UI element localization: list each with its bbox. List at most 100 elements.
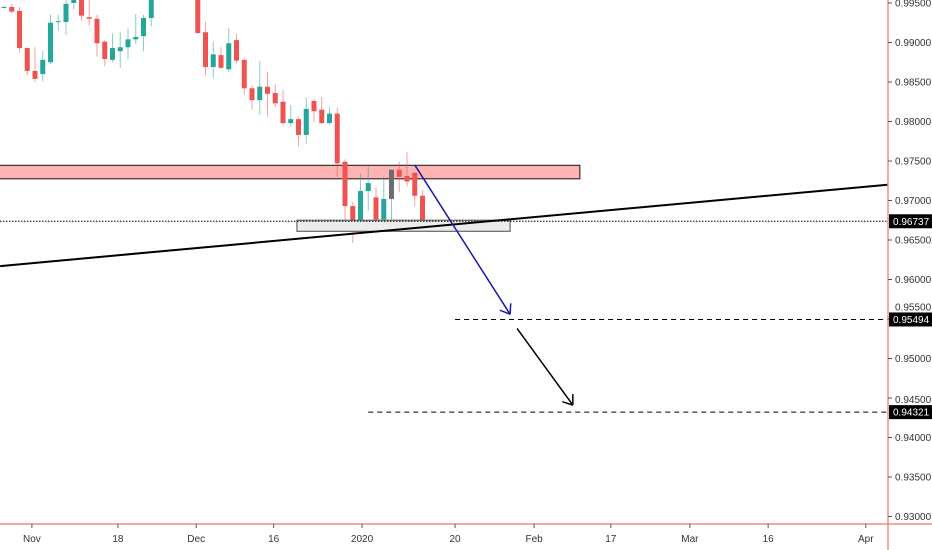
x-tick-label: 17 — [605, 534, 617, 545]
candle-body — [117, 47, 123, 52]
candle — [102, 40, 108, 67]
drawings-back — [0, 164, 581, 180]
candle — [404, 152, 410, 187]
price-label: 0.96737 — [893, 217, 930, 228]
candle — [358, 173, 363, 223]
candle-body — [55, 21, 61, 23]
candle-body — [334, 113, 340, 164]
candle — [342, 159, 348, 222]
x-tick-label: 16 — [763, 534, 775, 545]
y-tick-label: 0.99500 — [895, 0, 932, 10]
candle — [280, 89, 286, 125]
candle-body — [210, 54, 216, 67]
candle-body — [141, 18, 146, 37]
candle-body — [125, 39, 131, 48]
y-tick-label: 0.98500 — [895, 78, 932, 89]
price-label-bg — [889, 405, 932, 420]
x-tick-label: Nov — [23, 534, 41, 545]
candle — [257, 60, 263, 116]
resistance-zone[interactable] — [0, 164, 581, 180]
y-tick-label: 0.95000 — [895, 354, 932, 365]
candle-body — [86, 17, 92, 19]
candle-body — [389, 169, 394, 199]
candle — [241, 58, 247, 95]
candle-body — [396, 169, 402, 177]
y-tick-label: 0.99000 — [895, 38, 932, 49]
candle-body — [1, 6, 7, 8]
candle — [63, 0, 69, 36]
candle — [1, 6, 7, 9]
candle — [327, 107, 332, 124]
candle — [148, 0, 154, 27]
candle — [226, 28, 232, 72]
candle — [389, 169, 394, 229]
candle-body — [280, 101, 286, 124]
x-tick-label: Apr — [858, 534, 874, 545]
candle-body — [350, 206, 356, 222]
y-tick-label: 0.93500 — [895, 473, 932, 484]
projection-arrow-1[interactable] — [414, 164, 512, 315]
candle-body — [94, 18, 100, 44]
candle — [218, 47, 224, 70]
candle — [110, 33, 115, 63]
candle — [249, 85, 255, 110]
support-zone[interactable] — [296, 219, 511, 232]
time-axis[interactable]: Nov 18 Dec 16 2020 20 Feb 17 Mar 16 Apr — [0, 523, 932, 545]
x-tick-label: 2020 — [351, 534, 374, 545]
candle-body — [40, 59, 46, 75]
arrow-shaft — [414, 164, 511, 315]
projection-arrow-2[interactable] — [516, 328, 574, 406]
candle-body — [257, 86, 263, 101]
candle — [141, 14, 146, 52]
candle-body — [195, 0, 201, 34]
candle — [373, 187, 379, 220]
candle-body — [381, 198, 387, 220]
y-tick-label: 0.98000 — [895, 117, 932, 128]
arrow-head-icon — [509, 303, 512, 315]
arrow-shaft — [516, 328, 574, 406]
candle — [17, 6, 22, 53]
candle-body — [404, 176, 410, 182]
candle-body — [234, 40, 239, 61]
candle — [71, 0, 77, 10]
candle-body — [272, 93, 278, 104]
candles — [1, 0, 433, 244]
candle-body — [102, 41, 108, 60]
candle-body — [319, 109, 325, 124]
trendline[interactable] — [0, 183, 888, 268]
x-tick-label: Feb — [525, 534, 543, 545]
candle-body — [24, 48, 30, 71]
candle — [265, 71, 270, 117]
drawings[interactable] — [0, 164, 888, 413]
y-tick-label: 0.94500 — [895, 395, 932, 406]
candle — [296, 116, 301, 146]
candle — [86, 0, 92, 26]
candle — [9, 3, 15, 14]
candle-body — [48, 22, 53, 63]
candle-body — [358, 191, 363, 223]
candle-body — [311, 100, 317, 112]
candle-body — [17, 10, 22, 49]
candle-body — [327, 113, 332, 124]
y-tick-label: 0.93000 — [895, 512, 932, 523]
candle-body — [226, 43, 232, 70]
candle — [79, 0, 84, 22]
candle-body — [303, 108, 309, 135]
candle — [311, 98, 317, 123]
candle — [234, 33, 239, 64]
x-tick-label: Mar — [681, 534, 699, 545]
candle-body — [133, 36, 139, 40]
candle — [94, 14, 100, 57]
candle — [24, 47, 30, 75]
arrow-head-icon — [499, 309, 511, 315]
y-tick-label: 0.96000 — [895, 275, 932, 286]
candle-body — [148, 0, 154, 19]
candle — [272, 84, 278, 108]
price-axis[interactable]: 0.99500 0.99000 0.98500 0.98000 0.97500 0.970… — [887, 0, 932, 550]
candle-body — [71, 0, 77, 3]
candle — [133, 14, 139, 45]
candle-body — [79, 0, 84, 16]
y-tick-label: 0.95500 — [895, 302, 932, 313]
candle-body — [9, 6, 15, 12]
